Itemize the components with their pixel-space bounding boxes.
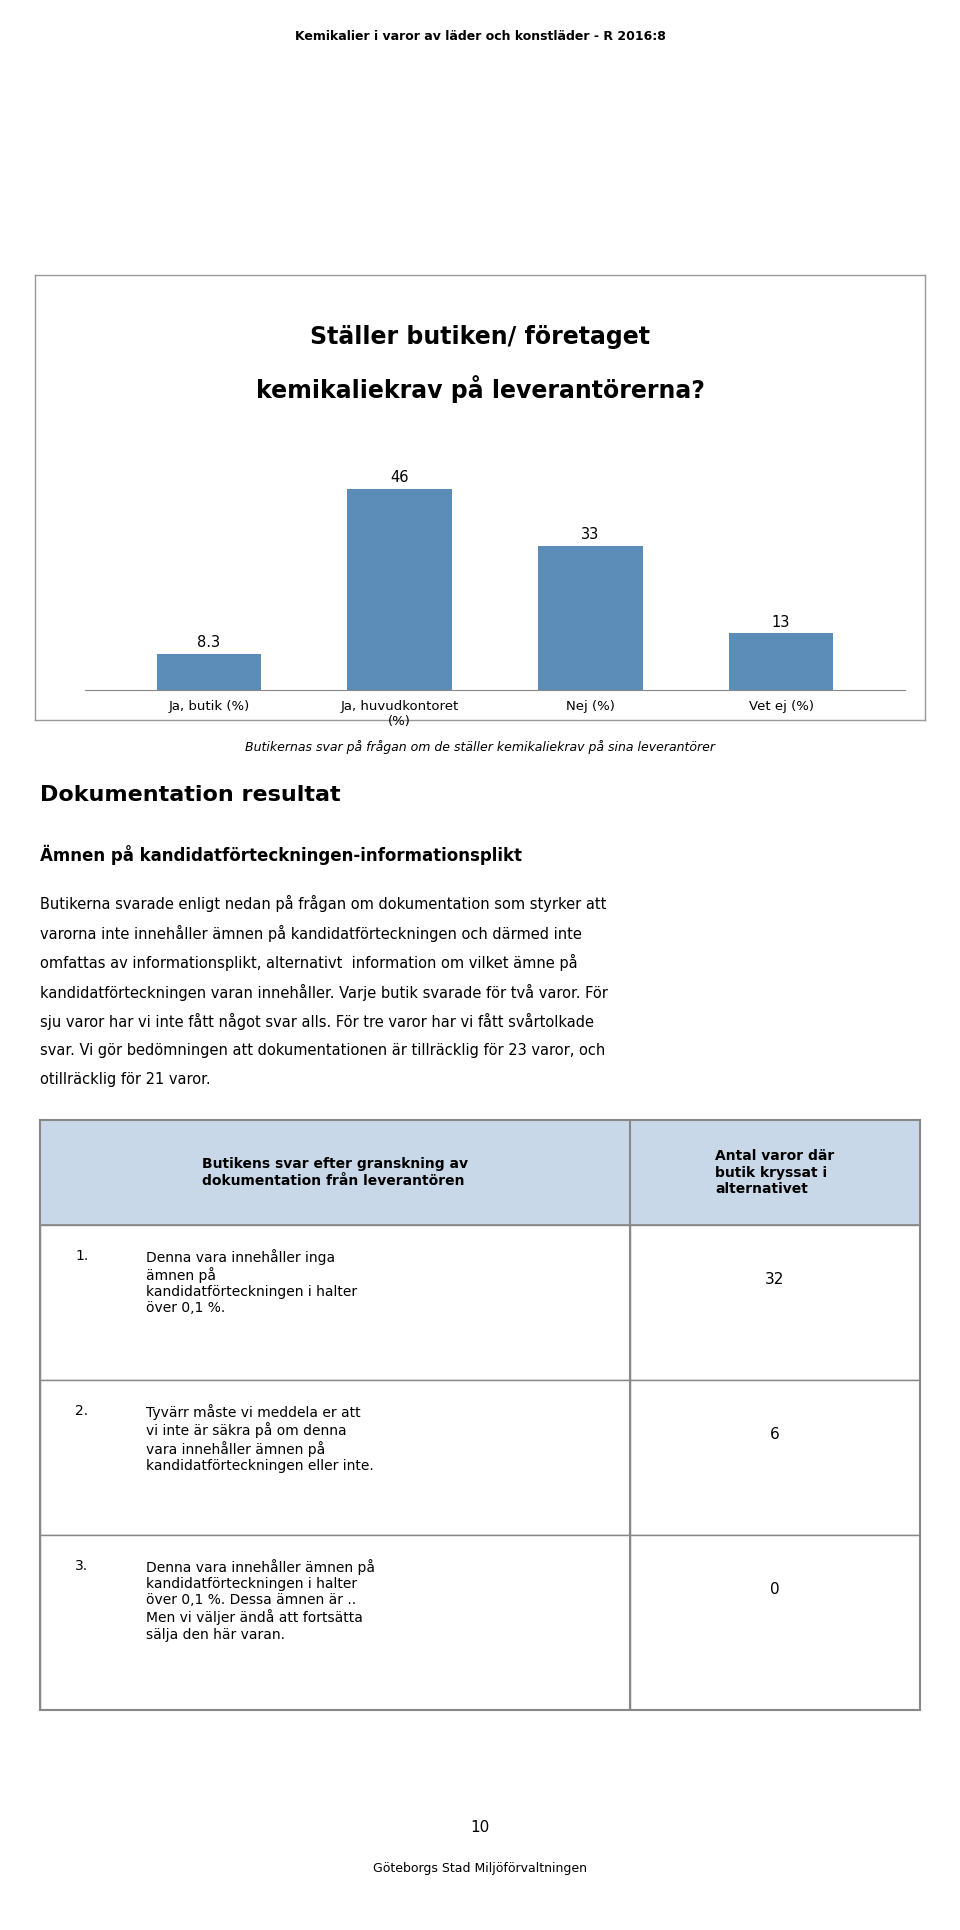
Text: kandidatförteckningen varan innehåller. Varje butik svarade för två varor. För: kandidatförteckningen varan innehåller. … (40, 984, 608, 1000)
Text: otillräcklig för 21 varor.: otillräcklig för 21 varor. (40, 1071, 210, 1087)
Text: Butikerna svarade enligt nedan på frågan om dokumentation som styrker att: Butikerna svarade enligt nedan på frågan… (40, 896, 607, 913)
Text: Denna vara innehåller inga
ämnen på
kandidatförteckningen i halter
över 0,1 %.: Denna vara innehåller inga ämnen på kand… (146, 1249, 357, 1316)
Text: Tyvärr måste vi meddela er att
vi inte är säkra på om denna
vara innehåller ämne: Tyvärr måste vi meddela er att vi inte ä… (146, 1403, 373, 1473)
Bar (630, 1534, 920, 1710)
Bar (729, 633, 833, 691)
Text: 8.3: 8.3 (198, 635, 221, 650)
Text: omfattas av informationsplikt, alternativt  information om vilket ämne på: omfattas av informationsplikt, alternati… (40, 953, 578, 971)
Text: Ämnen på kandidatförteckningen-informationsplikt: Ämnen på kandidatförteckningen-informati… (40, 845, 522, 865)
Bar (40, 1534, 630, 1710)
Text: svar. Vi gör bedömningen att dokumentationen är tillräcklig för 23 varor, och: svar. Vi gör bedömningen att dokumentati… (40, 1042, 605, 1058)
Text: 32: 32 (765, 1272, 784, 1287)
Bar (40, 1119, 630, 1226)
Text: Kemikalier i varor av läder och konstläder - R 2016:8: Kemikalier i varor av läder och konstläd… (295, 31, 665, 42)
Bar (40, 1380, 630, 1534)
Text: 3.: 3. (75, 1559, 88, 1573)
Bar (630, 1380, 920, 1534)
Text: Butikernas svar på frågan om de ställer kemikaliekrav på sina leverantörer: Butikernas svar på frågan om de ställer … (245, 739, 715, 755)
Bar (630, 1119, 920, 1226)
Bar (156, 654, 261, 691)
Bar (538, 546, 643, 691)
Text: 33: 33 (581, 527, 599, 542)
Text: Göteborgs Stad Miljöförvaltningen: Göteborgs Stad Miljöförvaltningen (373, 1862, 587, 1876)
Text: Antal varor där
butik kryssat i
alternativet: Antal varor där butik kryssat i alternat… (715, 1148, 834, 1197)
Bar (348, 488, 452, 691)
Text: Denna vara innehåller ämnen på
kandidatförteckningen i halter
över 0,1 %. Dessa : Denna vara innehåller ämnen på kandidatf… (146, 1559, 374, 1642)
Text: 6: 6 (770, 1426, 780, 1442)
Text: kemikaliekrav på leverantörerna?: kemikaliekrav på leverantörerna? (255, 374, 705, 403)
Text: 0: 0 (770, 1583, 780, 1598)
Text: 13: 13 (772, 614, 790, 629)
Text: sju varor har vi inte fått något svar alls. För tre varor har vi fått svårtolkad: sju varor har vi inte fått något svar al… (40, 1013, 594, 1031)
Text: 2.: 2. (75, 1403, 88, 1419)
Text: Ställer butiken/ företaget: Ställer butiken/ företaget (310, 324, 650, 349)
Text: Dokumentation resultat: Dokumentation resultat (40, 786, 341, 805)
Text: varorna inte innehåller ämnen på kandidatförteckningen och därmed inte: varorna inte innehåller ämnen på kandida… (40, 924, 582, 942)
Bar (630, 1226, 920, 1380)
Text: Butikens svar efter granskning av
dokumentation från leverantören: Butikens svar efter granskning av dokume… (202, 1158, 468, 1187)
Text: 46: 46 (391, 471, 409, 484)
Text: 10: 10 (470, 1820, 490, 1835)
Bar (40, 1226, 630, 1380)
Text: 1.: 1. (75, 1249, 88, 1262)
